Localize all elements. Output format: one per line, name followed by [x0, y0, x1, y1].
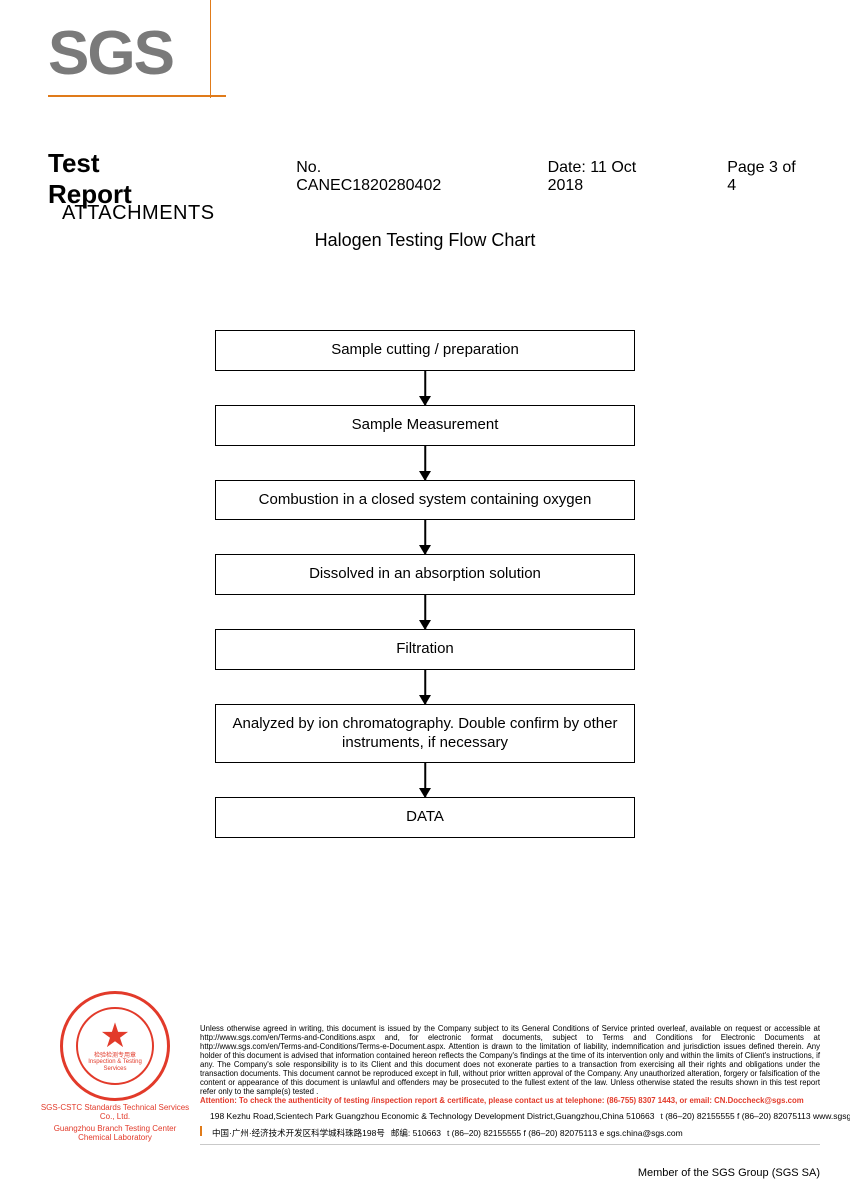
address-cn-contact: t (86–20) 82155555 f (86–20) 82075113 e … [447, 1129, 683, 1139]
report-date: Date: 11 Oct 2018 [548, 159, 666, 195]
address-row-en: 198 Kezhu Road,Scientech Park Guangzhou … [200, 1109, 820, 1122]
address-en-contact: t (86–20) 82155555 f (86–20) 82075113 ww… [660, 1112, 850, 1122]
address-bar-icon [200, 1126, 202, 1136]
flow-node: DATA [215, 797, 635, 838]
stamp-outer-circle: ★ 检验检测专用章 Inspection & Testing Services [60, 991, 170, 1101]
flow-arrow [424, 595, 426, 629]
report-number: No. CANEC1820280402 [296, 159, 455, 195]
report-date-label: Date: [548, 159, 586, 176]
star-icon: ★ [100, 1019, 130, 1053]
logo: SGS [48, 18, 173, 89]
member-line: Member of the SGS Group (SGS SA) [638, 1167, 820, 1179]
flow-arrow [424, 763, 426, 797]
flow-node: Dissolved in an absorption solution [215, 554, 635, 595]
legal-block: Unless otherwise agreed in writing, this… [200, 1025, 820, 1139]
stamp-company-line2: Guangzhou Branch Testing Center Chemical… [40, 1124, 190, 1143]
flow-arrow [424, 371, 426, 405]
legal-body: Unless otherwise agreed in writing, this… [200, 1025, 820, 1097]
report-header: Test Report No. CANEC1820280402 Date: 11… [48, 148, 802, 210]
address-cn-post: 邮编: 510663 [391, 1129, 441, 1139]
report-title: Test Report [48, 148, 178, 210]
flowchart-title: Halogen Testing Flow Chart [0, 230, 850, 251]
logo-text: SGS [48, 19, 173, 88]
footer-divider [200, 1144, 820, 1145]
report-page: Page 3 of 4 [727, 159, 802, 195]
stamp-text-cn: 检验检测专用章 [94, 1053, 136, 1060]
legal-attention: Attention: To check the authenticity of … [200, 1097, 820, 1106]
stamp-company-line1: SGS-CSTC Standards Technical Services Co… [40, 1103, 190, 1122]
flow-node: Analyzed by ion chromatography. Double c… [215, 704, 635, 764]
report-number-value: CANEC1820280402 [296, 177, 441, 194]
flow-node: Combustion in a closed system containing… [215, 480, 635, 521]
stamp-text-en: Inspection & Testing Services [78, 1059, 152, 1072]
logo-underline [48, 95, 226, 97]
attachments-heading: ATTACHMENTS [62, 202, 215, 225]
flow-arrow [424, 520, 426, 554]
stamp-inner-circle: ★ 检验检测专用章 Inspection & Testing Services [76, 1007, 154, 1085]
flow-arrow [424, 446, 426, 480]
address-cn: 中国·广州·经济技术开发区科学城科珠路198号 [212, 1129, 385, 1139]
flowchart: Sample cutting / preparation Sample Meas… [0, 330, 850, 838]
flow-arrow [424, 670, 426, 704]
flow-node: Filtration [215, 629, 635, 670]
logo-vertical-line [210, 0, 211, 98]
stamp: ★ 检验检测专用章 Inspection & Testing Services … [40, 991, 190, 1143]
report-number-label: No. [296, 159, 321, 176]
flow-node: Sample cutting / preparation [215, 330, 635, 371]
flow-node: Sample Measurement [215, 405, 635, 446]
address-row-cn: 中国·广州·经济技术开发区科学城科珠路198号 邮编: 510663 t (86… [200, 1126, 820, 1139]
address-en: 198 Kezhu Road,Scientech Park Guangzhou … [210, 1112, 654, 1122]
